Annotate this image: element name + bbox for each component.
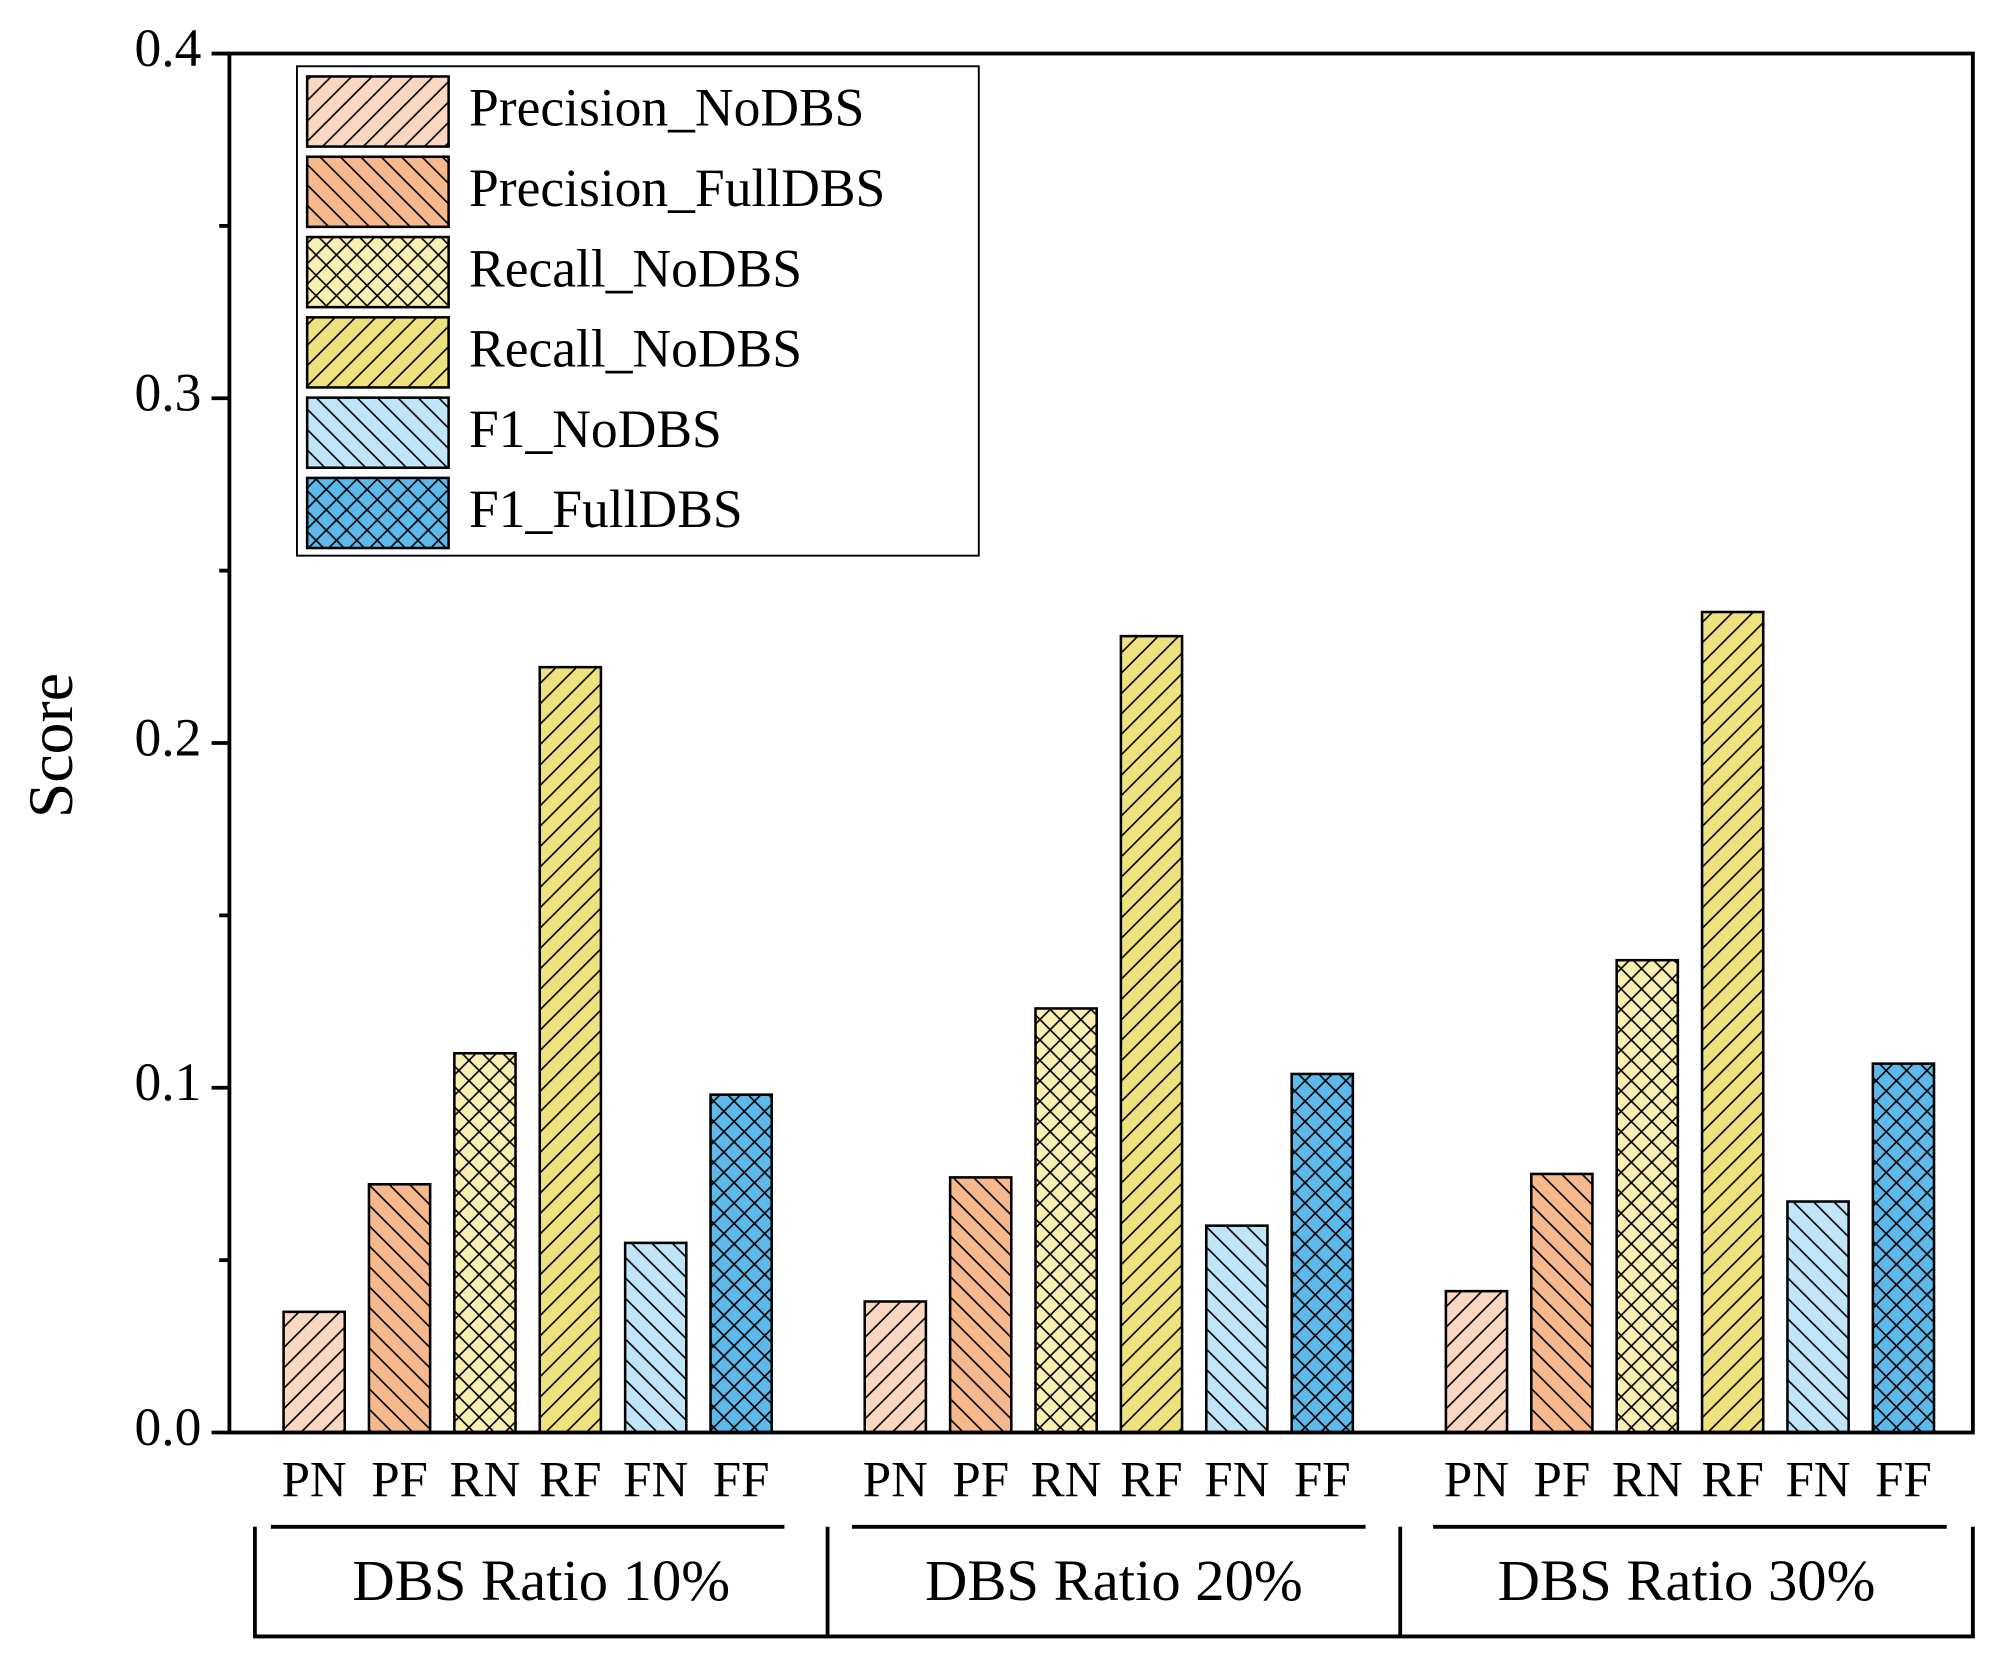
y-tick-label: 0.4 [134,18,201,78]
x-tick-label: DBS Ratio 10% [352,1548,730,1613]
bar [1786,1200,1850,1434]
bar-label: PF [952,1452,1009,1508]
bar-label: RN [450,1452,521,1508]
plot-frame [227,51,1975,1435]
bar-label: PN [282,1452,347,1508]
x-tick-label: DBS Ratio 20% [925,1548,1303,1613]
bar [1444,1289,1509,1434]
bar [1700,610,1765,1434]
legend-swatch [305,316,450,389]
bar [1871,1062,1936,1434]
legend-swatch [305,155,450,229]
bar [1119,634,1184,1434]
bar [863,1300,928,1434]
legend-label: Recall_NoDBS [469,319,802,379]
bar [1205,1224,1269,1434]
bar-label: PF [371,1452,428,1508]
bar-label: PN [863,1452,928,1508]
bar [1034,1007,1098,1434]
y-tick-label: 0.3 [134,363,201,423]
bar-label: FN [623,1452,688,1508]
bar-label: RF [1701,1452,1763,1508]
bar-label: RN [1031,1452,1102,1508]
bar-label: PN [1444,1452,1509,1508]
bar [1615,958,1680,1434]
legend-label: Precision_FullDBS [469,158,885,218]
legend-swatch [305,396,450,470]
bar-label: FN [1204,1452,1269,1508]
bar-label: FF [1875,1452,1932,1508]
y-tick-label: 0.2 [134,707,201,767]
legend-swatch [305,235,450,309]
legend-label: Precision_NoDBS [469,78,864,138]
bar [709,1093,773,1434]
bar [1290,1072,1355,1434]
legend-label: F1_NoDBS [469,399,722,459]
bar-label: RF [539,1452,601,1508]
bar-label: RN [1612,1452,1683,1508]
bar [538,665,603,1434]
legend-label: F1_FullDBS [469,479,743,539]
legend-label: Recall_NoDBS [469,238,802,298]
legend-swatch [305,75,450,148]
legend-swatch [305,476,450,550]
bar-label: FN [1785,1452,1850,1508]
bar [1530,1172,1594,1434]
x-tick-label: DBS Ratio 30% [1498,1548,1876,1613]
bar [948,1176,1013,1434]
bar [623,1241,688,1434]
y-axis-label: Score [15,673,86,818]
y-tick-label: 0.1 [134,1052,201,1112]
bar [282,1310,347,1434]
bar [453,1052,517,1434]
bar-label: RF [1120,1452,1182,1508]
bar-label: FF [1294,1452,1351,1508]
y-tick-label: 0.0 [134,1397,201,1457]
bar [367,1183,432,1434]
bar-label: FF [713,1452,770,1508]
bar-label: PF [1534,1452,1591,1508]
